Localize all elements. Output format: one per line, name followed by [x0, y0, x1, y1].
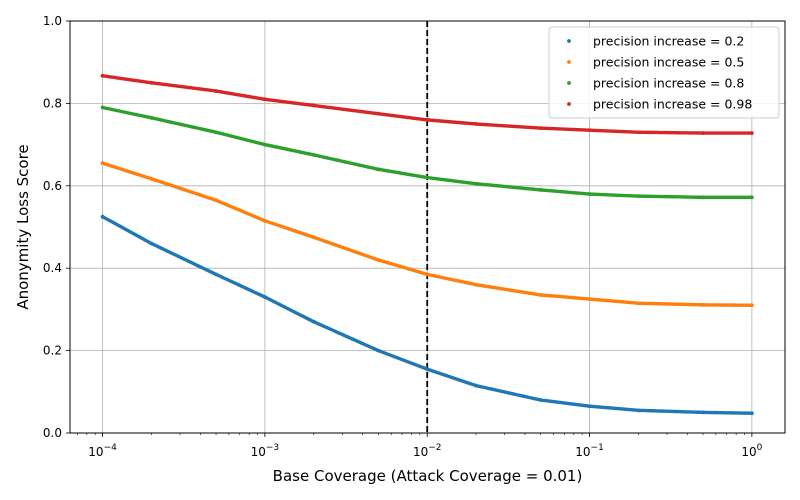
x-tick-label: 10−3 — [251, 443, 280, 459]
series-0 — [100, 214, 754, 416]
x-tick-label: 100 — [741, 443, 762, 459]
data-point — [149, 115, 154, 120]
data-point — [474, 282, 478, 287]
data-point — [376, 258, 381, 262]
series-3 — [100, 73, 754, 135]
series-1 — [100, 161, 754, 308]
data-point — [538, 398, 543, 402]
legend-marker — [567, 60, 571, 64]
data-point — [214, 272, 218, 277]
x-tick-label: 10−1 — [575, 443, 604, 459]
data-point — [587, 128, 592, 133]
legend-label: precision increase = 0.98 — [593, 97, 752, 112]
data-point — [425, 175, 430, 180]
y-tick-label: 0.2 — [43, 344, 62, 358]
data-point — [749, 303, 754, 308]
x-axis-ticks: 10−4 10−3 10−2 10−1 100 — [77, 433, 763, 459]
data-point — [214, 89, 218, 93]
data-point — [100, 105, 105, 110]
data-point — [425, 367, 430, 372]
data-point — [149, 241, 154, 246]
data-point — [701, 195, 705, 200]
data-point — [214, 198, 218, 203]
y-tick-label: 0.0 — [43, 426, 62, 440]
data-point — [149, 80, 154, 85]
data-point — [636, 408, 641, 413]
legend-label: precision increase = 0.5 — [593, 55, 744, 70]
data-point — [311, 103, 316, 108]
y-tick-label: 0.8 — [43, 96, 62, 110]
y-tick-label: 1.0 — [43, 14, 62, 28]
y-tick-label: 0.4 — [43, 261, 62, 275]
data-point — [636, 194, 641, 199]
x-tick-label: 10−4 — [88, 443, 117, 459]
data-point — [425, 272, 430, 277]
data-point — [376, 348, 381, 353]
data-point — [262, 218, 267, 223]
data-point — [311, 319, 316, 324]
data-point — [100, 214, 105, 219]
data-point — [749, 131, 754, 135]
y-axis-ticks: 0.0 0.2 0.4 0.6 0.8 1.0 — [43, 14, 70, 440]
x-axis-label: Base Coverage (Attack Coverage = 0.01) — [273, 467, 583, 485]
data-point — [636, 130, 641, 135]
y-axis-label: Anonymity Loss Score — [14, 144, 32, 309]
data-point — [149, 176, 154, 181]
data-point — [474, 122, 478, 126]
data-point — [311, 153, 316, 157]
legend: precision increase = 0.2 precision increa… — [548, 26, 780, 119]
data-point — [262, 295, 267, 299]
data-point — [262, 142, 267, 147]
data-point — [538, 188, 543, 192]
data-point — [701, 302, 705, 307]
data-point — [100, 73, 105, 78]
data-point — [538, 126, 543, 131]
data-point — [636, 301, 641, 306]
data-point — [701, 410, 705, 415]
x-tick-label: 10−2 — [413, 443, 442, 459]
series-group — [100, 73, 754, 416]
legend-marker — [567, 81, 571, 85]
data-point — [262, 97, 267, 102]
data-point — [474, 181, 478, 186]
data-point — [214, 130, 218, 135]
data-point — [474, 383, 478, 388]
y-tick-label: 0.6 — [43, 179, 62, 193]
data-point — [701, 131, 705, 135]
data-point — [587, 297, 592, 301]
data-point — [538, 293, 543, 297]
data-point — [425, 117, 430, 122]
data-point — [376, 111, 381, 116]
data-point — [311, 235, 316, 240]
data-point — [587, 404, 592, 409]
legend-marker — [567, 102, 571, 106]
data-point — [100, 161, 105, 166]
data-point — [587, 192, 592, 196]
series-2 — [100, 105, 754, 200]
legend-label: precision increase = 0.8 — [593, 76, 744, 91]
data-point — [749, 195, 754, 200]
data-point — [376, 167, 381, 172]
legend-marker — [567, 39, 571, 43]
legend-box — [548, 26, 780, 119]
legend-label: precision increase = 0.2 — [593, 34, 744, 49]
data-point — [749, 411, 754, 416]
